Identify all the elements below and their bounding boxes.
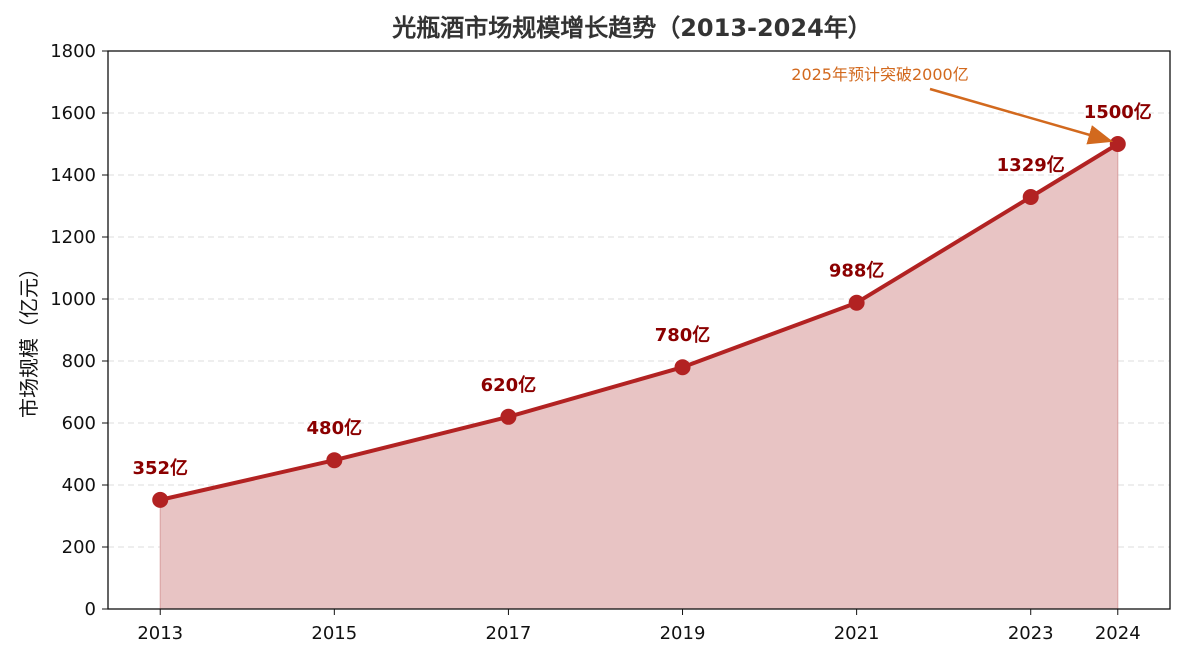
data-label: 1500亿 xyxy=(1084,101,1152,123)
x-tick-label: 2023 xyxy=(1008,623,1054,644)
chart-title: 光瓶酒市场规模增长趋势（2013-2024年） xyxy=(391,14,872,42)
annotation-arrow xyxy=(929,87,1114,145)
data-point xyxy=(848,294,865,311)
data-label: 780亿 xyxy=(655,324,711,346)
y-tick-label: 0 xyxy=(85,599,96,620)
data-point xyxy=(674,359,691,376)
annotation-text: 2025年预计突破2000亿 xyxy=(791,65,968,84)
y-tick-label: 200 xyxy=(62,537,96,558)
y-axis-label: 市场规模（亿元） xyxy=(17,258,41,418)
y-tick-label: 1400 xyxy=(50,165,96,186)
series-area xyxy=(159,143,1119,610)
data-label: 352亿 xyxy=(132,457,188,479)
data-point xyxy=(152,491,169,508)
y-tick-label: 400 xyxy=(62,475,96,496)
data-point xyxy=(500,408,517,425)
plot-frame xyxy=(107,50,1171,610)
axes: 0 200 400 600 800 1000 1200 1400 1600 1800 2013 201… xyxy=(50,41,1171,644)
label-layer: 352亿 480亿 620亿 780亿 988亿 1329亿 1500亿 xyxy=(132,101,1151,479)
x-tick-label: 2015 xyxy=(311,623,357,644)
x-tick-label: 2013 xyxy=(137,623,183,644)
y-tick-label: 1000 xyxy=(50,289,96,310)
y-tick-label: 1200 xyxy=(50,227,96,248)
data-point xyxy=(326,452,343,469)
area-layer xyxy=(159,143,1119,610)
y-tick-label: 800 xyxy=(62,351,96,372)
x-tick-label: 2024 xyxy=(1095,623,1141,644)
data-point xyxy=(1109,136,1126,152)
data-label: 480亿 xyxy=(307,417,363,439)
data-label: 1329亿 xyxy=(997,154,1065,176)
data-label: 988亿 xyxy=(829,260,885,282)
data-point xyxy=(1022,189,1039,206)
annotation: 2025年预计突破2000亿 xyxy=(791,65,1114,145)
x-tick-label: 2017 xyxy=(486,623,532,644)
x-tick-label: 2019 xyxy=(660,623,706,644)
y-tick-label: 1600 xyxy=(50,103,96,124)
x-tick-label: 2021 xyxy=(834,623,880,644)
y-tick-label: 600 xyxy=(62,413,96,434)
y-tick-label: 1800 xyxy=(50,41,96,62)
data-label: 620亿 xyxy=(481,374,537,396)
point-layer xyxy=(152,136,1126,508)
